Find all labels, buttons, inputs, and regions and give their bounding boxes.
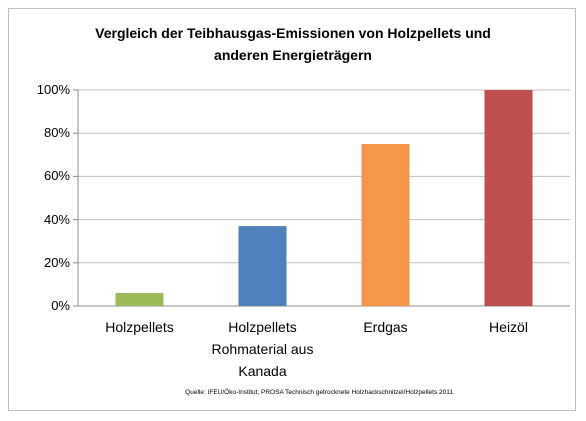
chart-title: Vergleich der Teibhausgas-Emissionen von…	[95, 25, 491, 63]
chart-frame	[8, 8, 576, 411]
y-tick-label: 0%	[51, 298, 70, 313]
y-tick-label: 80%	[43, 125, 70, 141]
bar	[115, 293, 164, 306]
x-tick-label: Heizöl	[489, 319, 528, 335]
y-tick-label: 20%	[43, 254, 70, 270]
x-tick-label: Holzpellets	[105, 319, 174, 335]
x-tick-label: Erdgas	[363, 319, 408, 335]
source-note: Quelle: IFEU/Öko-Institut, PROSA Technis…	[185, 389, 455, 396]
bar	[238, 226, 287, 306]
bar	[484, 90, 533, 306]
bar	[361, 144, 410, 306]
y-tick-label: 60%	[43, 168, 70, 184]
y-tick-label: 40%	[43, 211, 70, 227]
x-tick-label: Holzpellets Rohmaterial aus Kanada	[211, 319, 314, 379]
y-tick-label: 100%	[36, 82, 70, 97]
